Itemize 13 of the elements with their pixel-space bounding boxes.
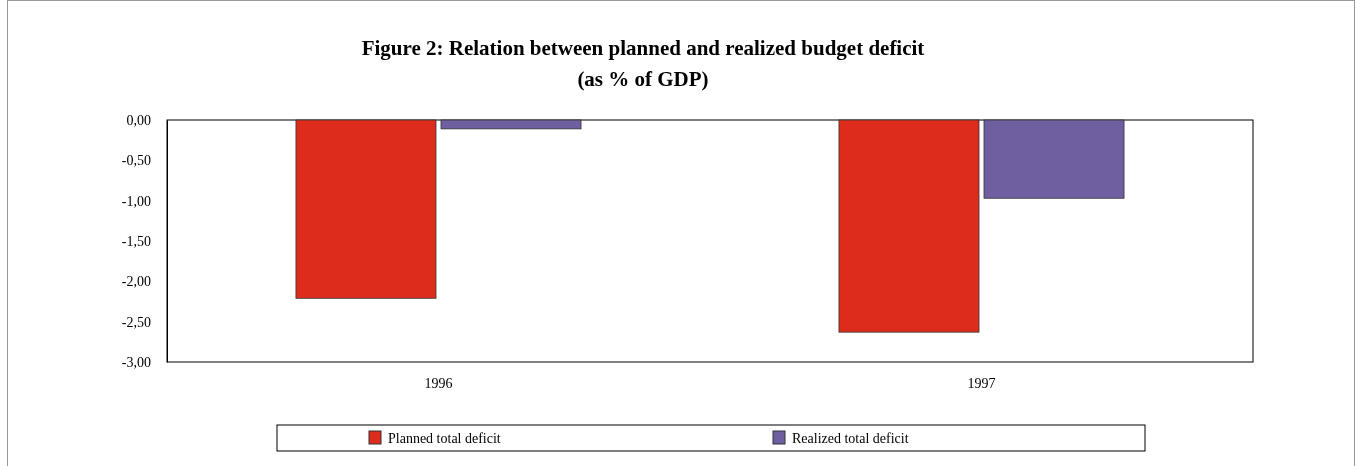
y-tick-label: -3,00 [121,354,151,370]
y-tick-label: -0,50 [121,153,151,169]
chart-subtitle: (as % of GDP) [577,67,709,91]
y-tick-label: -2,00 [121,274,151,290]
legend-label: Planned total deficit [388,431,501,446]
y-tick-label: -1,00 [121,193,151,209]
y-tick-label: -2,50 [121,314,151,330]
y-tick-label: -1,50 [121,233,151,249]
legend-label: Realized total deficit [792,431,909,446]
y-tick-label: 0,00 [126,112,151,128]
chart-title: Figure 2: Relation between planned and realized budget deficit [361,36,925,60]
x-tick-label: 1996 [424,375,453,391]
x-tick-label: 1997 [967,375,996,391]
